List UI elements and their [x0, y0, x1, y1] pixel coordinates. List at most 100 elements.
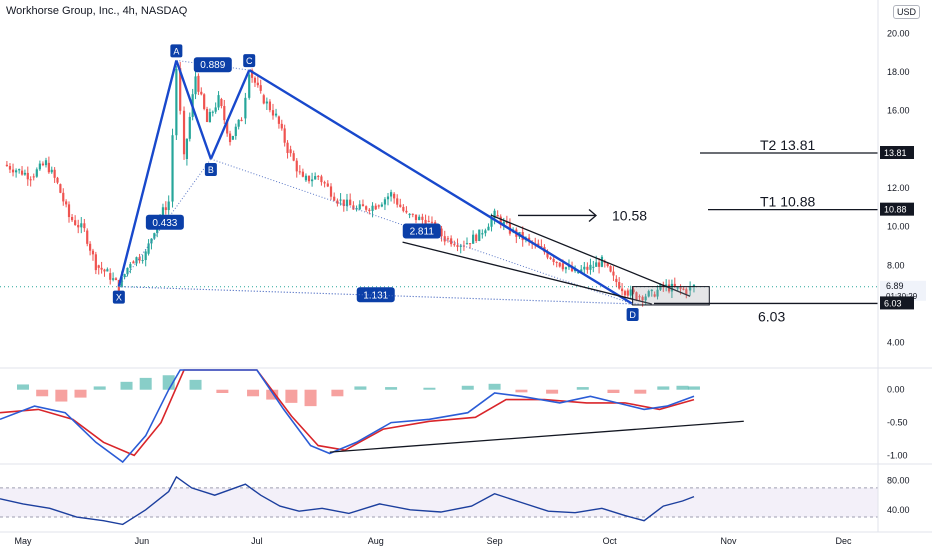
macd-tick-label: -1.00 [887, 450, 908, 460]
candle-body [623, 291, 627, 296]
candle-body [377, 205, 380, 207]
candle-body [59, 184, 62, 193]
pattern-point-label: A [173, 46, 179, 56]
candle-body [632, 289, 635, 293]
candle-body [371, 205, 374, 211]
candle-body [234, 126, 237, 136]
candle-body [250, 70, 254, 78]
candle-body [336, 200, 339, 204]
candle-body [396, 198, 399, 205]
candle-body [446, 238, 450, 240]
candle-body [326, 183, 329, 187]
macd-histogram-bar [216, 389, 229, 393]
candle-body [540, 246, 543, 248]
candle-body [638, 296, 641, 298]
candle-body [280, 123, 283, 129]
candle-body [237, 119, 240, 127]
candle-body [468, 243, 472, 245]
candle-body [555, 261, 558, 263]
candle-body [673, 283, 676, 287]
candle-body [653, 294, 656, 297]
candle-body [592, 266, 595, 268]
price-tick-label: 18.00 [887, 67, 910, 77]
macd-histogram-bar [423, 387, 436, 390]
price-tag-label: 13.81 [884, 148, 907, 158]
candle-body [97, 265, 100, 268]
pattern-leg [209, 69, 251, 160]
rsi-line [0, 475, 695, 526]
candle-body [20, 170, 24, 175]
price-tick-label: 4.00 [887, 338, 905, 348]
macd-line [0, 369, 695, 464]
pattern-point-label: C [246, 56, 253, 66]
macd-histogram-bar [266, 389, 279, 400]
candle-body [383, 199, 387, 205]
candle-body [317, 176, 320, 178]
candle-body [561, 263, 564, 270]
rsi-tick-label: 40.00 [887, 505, 910, 515]
candle-body [368, 209, 371, 211]
macd-histogram-bar [461, 385, 474, 390]
pattern-point-label: B [208, 165, 214, 175]
macd-tick-label: 0.00 [887, 385, 905, 395]
candle-body [505, 221, 508, 223]
currency-badge[interactable]: USD [893, 5, 921, 19]
ratio-badge [356, 287, 395, 303]
countdown-label: 01:30:29 [886, 292, 918, 301]
candle-body [53, 169, 56, 178]
pattern-point-badge [170, 44, 183, 58]
ratio-label: 0.433 [152, 218, 177, 229]
candle-body [358, 204, 361, 210]
candle-body [203, 94, 206, 109]
price-tick-label: 10.00 [887, 222, 910, 232]
candle-body [286, 142, 289, 153]
candle-body [411, 213, 414, 215]
macd-histogram-bar [139, 377, 152, 390]
candle-body [399, 204, 402, 207]
candle-body [67, 204, 71, 218]
candle-body [564, 267, 568, 270]
candle-body [314, 176, 317, 180]
candle-body [685, 289, 688, 294]
candle-body [365, 206, 368, 210]
candle-body [197, 75, 200, 92]
candle-body [374, 205, 377, 210]
time-tick-label: Nov [720, 536, 737, 546]
candle-body [546, 251, 549, 258]
pattern-leg [117, 60, 178, 287]
macd-histogram-bar [657, 386, 670, 390]
candle-body [389, 192, 393, 197]
pattern-point-badge [626, 308, 639, 321]
candle-body [465, 243, 469, 245]
macd-histogram-bar [331, 389, 344, 397]
candle-body [490, 218, 493, 227]
candle-body [349, 199, 352, 206]
wedge-upper-line [490, 214, 691, 297]
macd-trendline [329, 420, 744, 453]
candle-body [35, 169, 38, 177]
candle-body [612, 271, 615, 276]
candle-body [537, 243, 540, 247]
chart-title: Workhorse Group, Inc., 4h, NASDAQ [6, 5, 188, 17]
pattern-point-badge [112, 290, 125, 304]
candle-body [144, 251, 147, 261]
candle-body [595, 262, 598, 267]
macd-histogram-bar [676, 385, 689, 390]
time-tick-label: Sep [487, 536, 503, 546]
candle-body [29, 179, 32, 181]
time-tick-label: May [14, 536, 32, 546]
candle-body [361, 204, 365, 207]
candle-body [609, 266, 612, 272]
ratio-badge [402, 223, 441, 239]
macd-histogram-bar [93, 386, 106, 390]
candle-body [289, 149, 292, 154]
candle-body [620, 288, 624, 292]
candle-body [50, 169, 53, 173]
candle-body [153, 233, 156, 239]
candle-body [220, 99, 223, 107]
candle-body [175, 68, 178, 136]
candle-body [194, 76, 197, 95]
price-panel: 0.433 0.889 2.811 1.131 X A B C D T2 13.81 T1 10.8… [0, 44, 878, 324]
price-tick-label: 20.00 [887, 28, 910, 38]
